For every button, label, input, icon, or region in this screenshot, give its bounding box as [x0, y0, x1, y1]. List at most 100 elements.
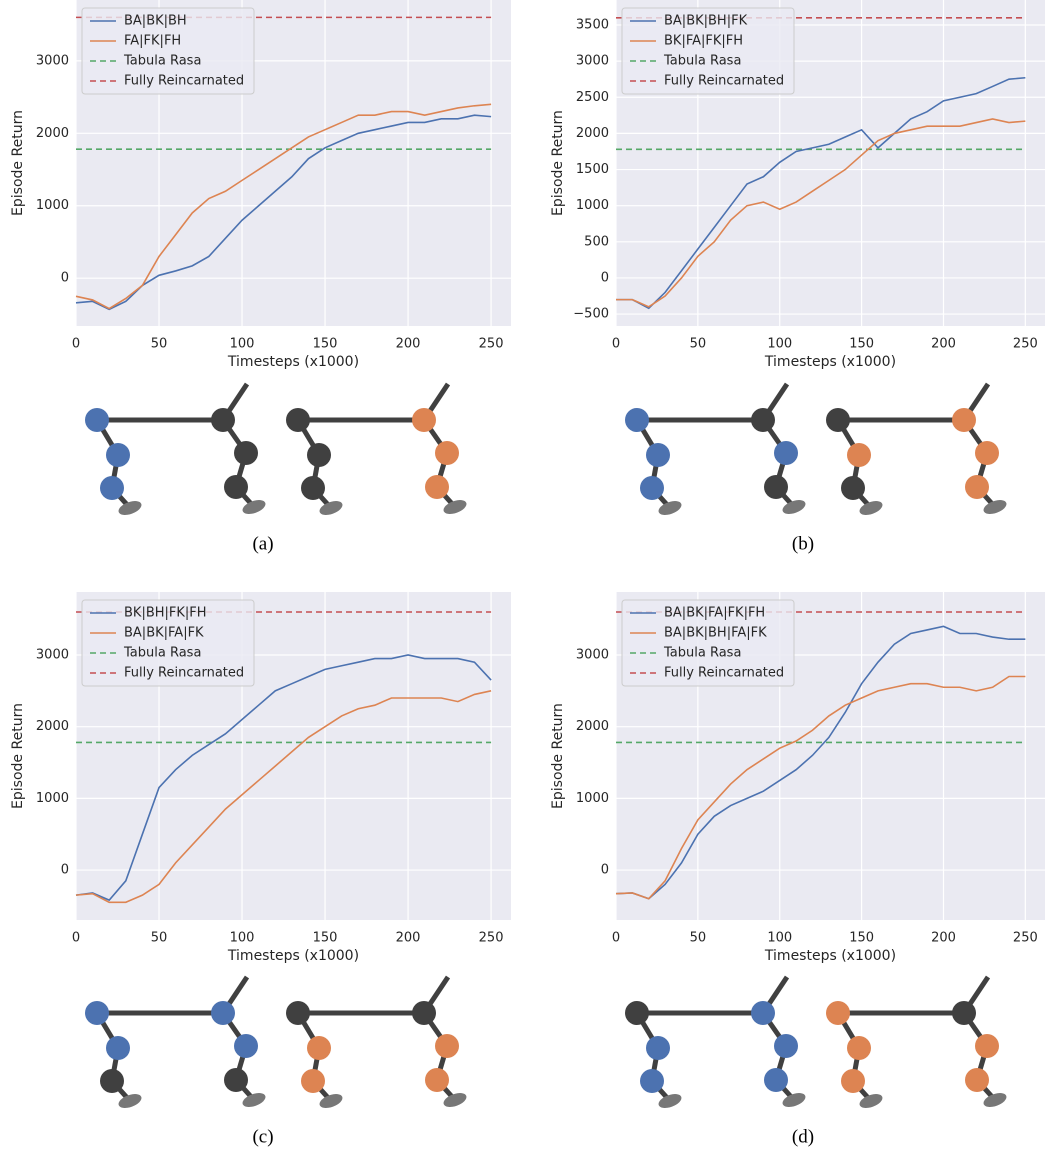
legend-box	[81, 7, 255, 95]
y-axis-label: Episode Return	[10, 110, 26, 216]
robot-foot	[319, 501, 343, 515]
y-tick-label: 2500	[576, 90, 609, 105]
robot-joint	[286, 1001, 310, 1025]
robot-joint	[751, 408, 775, 432]
x-axis-label: Timesteps (x1000)	[227, 948, 359, 964]
legend-label: BA|BK|BH|FA|FK	[664, 626, 767, 641]
robot-joint	[301, 476, 325, 500]
y-tick-label: 0	[601, 270, 609, 285]
robot-joint	[847, 1036, 871, 1060]
legend-box	[621, 599, 795, 687]
robot-joint	[224, 475, 248, 499]
robot-foot	[242, 1093, 266, 1107]
robot-diagram	[826, 382, 1007, 515]
series-line	[75, 114, 492, 311]
x-tick-label: 50	[690, 931, 707, 946]
robot-joint	[965, 475, 989, 499]
legend-box	[81, 599, 255, 687]
robot-joint	[412, 1001, 436, 1025]
legend-label: Tabula Rasa	[123, 54, 201, 69]
legend-label: Fully Reincarnated	[124, 666, 244, 681]
y-tick-label: 2000	[576, 719, 609, 734]
robot-foot	[242, 500, 266, 514]
robot-foot	[859, 501, 883, 515]
robot-joint	[286, 408, 310, 432]
x-tick-label: 0	[72, 931, 80, 946]
legend-label: Tabula Rasa	[663, 54, 741, 69]
legend-label: BA|BK|BH	[124, 14, 187, 29]
robot-joint	[234, 441, 258, 465]
robot-joint	[751, 1001, 775, 1025]
robot-joint	[211, 408, 235, 432]
robot-joint	[646, 1036, 670, 1060]
y-tick-label: 1000	[576, 791, 609, 806]
robot-joint	[975, 441, 999, 465]
robot-foot	[983, 500, 1007, 514]
y-axis-label: Episode Return	[10, 703, 26, 809]
robot-joint	[425, 1068, 449, 1092]
y-tick-label: 3000	[576, 54, 609, 69]
x-tick-label: 250	[479, 337, 504, 352]
robot-foot	[782, 1093, 806, 1107]
robot-foot	[658, 501, 682, 515]
robot-diagram	[85, 382, 266, 515]
robot-diagram	[625, 975, 806, 1108]
robot-joint	[764, 1068, 788, 1092]
legend-label: Fully Reincarnated	[664, 666, 784, 681]
x-tick-label: 100	[230, 337, 255, 352]
y-tick-label: 1000	[36, 198, 69, 213]
y-axis-label: Episode Return	[550, 110, 566, 216]
robot-joint	[85, 1001, 109, 1025]
robot-joint	[764, 475, 788, 499]
series-line	[615, 675, 1026, 900]
robot-foot	[859, 1094, 883, 1108]
y-tick-label: 500	[584, 234, 609, 249]
y-tick-label: 2000	[576, 126, 609, 141]
robot-diagram	[826, 975, 1007, 1108]
y-tick-label: 2000	[36, 719, 69, 734]
robot-joint	[100, 1069, 124, 1093]
robot-joint	[646, 443, 670, 467]
legend-label: Tabula Rasa	[663, 646, 741, 661]
robot-diagram	[286, 382, 467, 515]
y-tick-label: 3500	[576, 18, 609, 33]
robot-foot	[658, 1094, 682, 1108]
robot-joint	[640, 1069, 664, 1093]
robot-joint	[965, 1068, 989, 1092]
legend-label: BK|BH|FK|FH	[124, 606, 207, 621]
robot-joint	[435, 1034, 459, 1058]
x-tick-label: 100	[767, 337, 792, 352]
robot-foot	[118, 1094, 142, 1108]
robot-foot	[443, 500, 467, 514]
robot-joint	[826, 1001, 850, 1025]
x-tick-label: 200	[396, 337, 421, 352]
x-tick-label: 150	[313, 337, 338, 352]
robot-foot	[118, 501, 142, 515]
robot-joint	[224, 1068, 248, 1092]
robot-joint	[952, 408, 976, 432]
x-tick-label: 0	[612, 337, 620, 352]
robot-joint	[841, 1069, 865, 1093]
x-axis-label: Timesteps (x1000)	[764, 354, 896, 370]
legend-label: FA|FK|FH	[124, 34, 181, 49]
robot-joint	[774, 1034, 798, 1058]
series-line	[75, 690, 492, 904]
robot-joint	[211, 1001, 235, 1025]
x-tick-label: 250	[1013, 337, 1038, 352]
caption: (b)	[792, 533, 814, 554]
x-tick-label: 200	[931, 337, 956, 352]
robot-joint	[952, 1001, 976, 1025]
series-line	[75, 103, 492, 310]
y-tick-label: 1000	[576, 198, 609, 213]
series-line	[75, 654, 492, 902]
x-axis-label: Timesteps (x1000)	[227, 354, 359, 370]
robot-foot	[782, 500, 806, 514]
x-tick-label: 150	[849, 931, 874, 946]
legend-label: BA|BK|BH|FK	[664, 14, 748, 29]
y-tick-label: 1000	[36, 791, 69, 806]
robot-joint	[435, 441, 459, 465]
y-tick-label: 0	[601, 863, 609, 878]
x-tick-label: 0	[612, 931, 620, 946]
robot-joint	[307, 443, 331, 467]
